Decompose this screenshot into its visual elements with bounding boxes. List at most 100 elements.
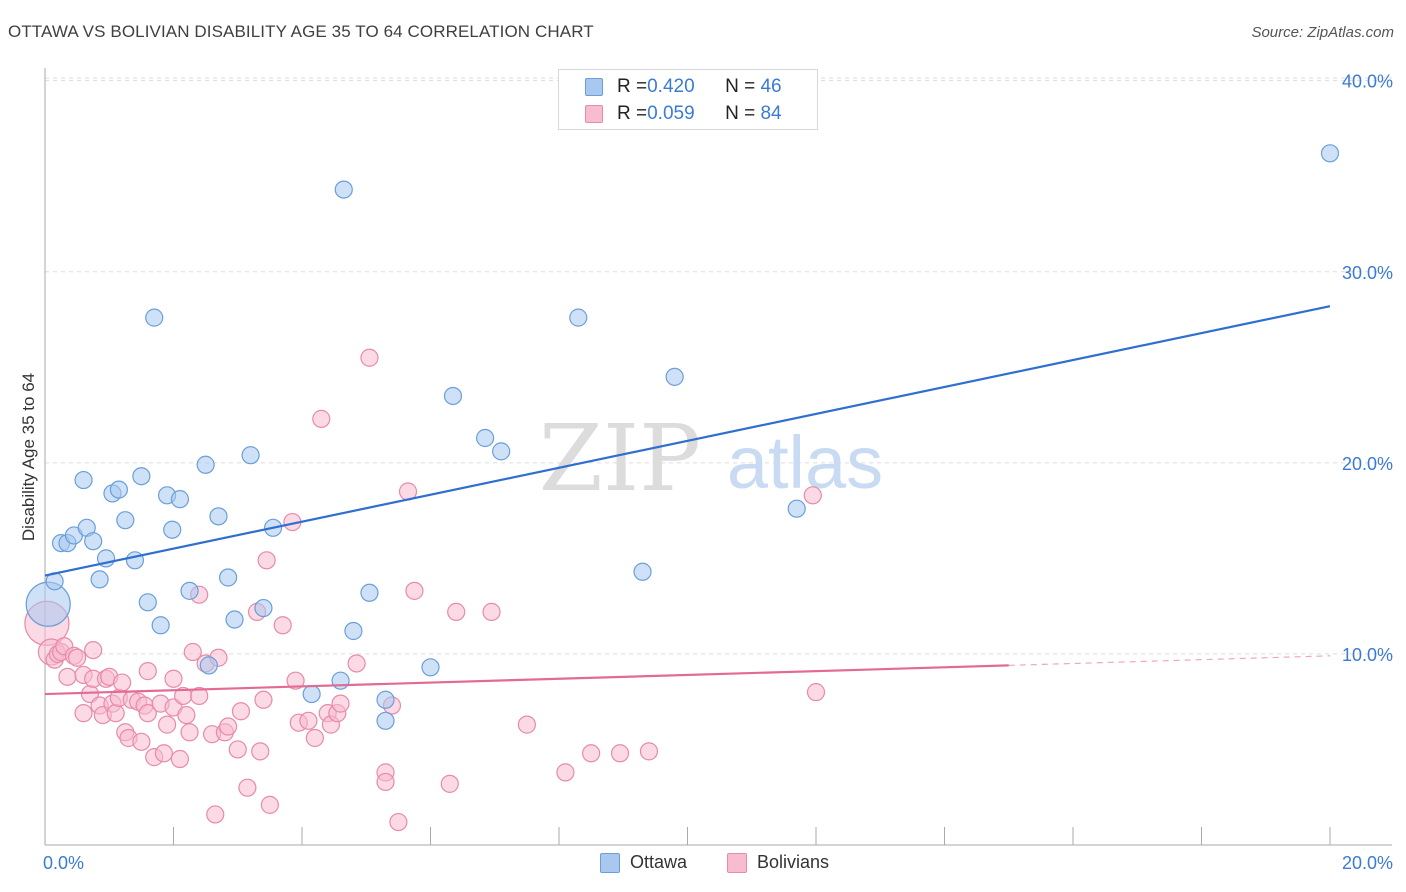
ottawa-point bbox=[443, 386, 463, 406]
bolivians-point bbox=[170, 749, 190, 769]
y-tick-label: 30.0% bbox=[1342, 263, 1393, 283]
bolivians-point bbox=[610, 744, 630, 763]
ottawa-point bbox=[163, 520, 182, 539]
bolivians-point bbox=[254, 690, 273, 709]
bolivians-point bbox=[228, 740, 247, 759]
trend-lines bbox=[44, 305, 1331, 696]
bottom-legend-swatch-ottawa bbox=[600, 852, 620, 873]
ottawa-point bbox=[132, 467, 151, 486]
ottawa-point bbox=[344, 621, 363, 641]
bolivians-points bbox=[24, 348, 826, 832]
ottawa-point bbox=[151, 616, 170, 635]
ottawa-point bbox=[25, 581, 71, 627]
bolivians-point bbox=[803, 486, 822, 505]
watermark-atlas: atlas bbox=[727, 421, 883, 504]
ottawa-point bbox=[109, 480, 128, 499]
bolivians-point bbox=[582, 744, 601, 763]
chart-title: OTTAWA VS BOLIVIAN DISABILITY AGE 35 TO … bbox=[8, 22, 594, 41]
axis-labels: 10.0% 20.0% 30.0% 40.0% 0.0% 20.0% Disability … bbox=[19, 72, 1393, 873]
ottawa-point bbox=[331, 671, 350, 690]
bolivians-point bbox=[286, 671, 305, 690]
y-tick-label: 20.0% bbox=[1342, 454, 1393, 474]
ottawa-point bbox=[145, 308, 164, 327]
bolivians-point bbox=[360, 348, 379, 367]
bolivians-point bbox=[74, 704, 93, 723]
ottawa-point bbox=[180, 581, 199, 600]
ottawa-point bbox=[199, 656, 218, 675]
chart-source: Source: ZipAtlas.com bbox=[1251, 24, 1394, 41]
ottawa-point bbox=[84, 532, 103, 551]
bottom-legend-bolivians: Bolivians bbox=[727, 852, 829, 873]
y-axis-title: Disability Age 35 to 64 bbox=[19, 373, 38, 541]
bolivians-point bbox=[68, 648, 87, 667]
correlation-legend: R = 0.420 N = 46 R = 0.059 N = 84 bbox=[558, 69, 818, 130]
bottom-legend-label-bolivians: Bolivians bbox=[757, 852, 830, 872]
ottawa-point bbox=[569, 308, 588, 327]
bolivians-point bbox=[238, 778, 257, 797]
legend-n-label: N = bbox=[725, 76, 761, 97]
legend-r-value-ottawa: 0.420 bbox=[647, 76, 695, 97]
ottawa-point bbox=[334, 180, 353, 199]
bolivians-point bbox=[183, 642, 202, 662]
y-tick-label: 40.0% bbox=[1342, 72, 1393, 92]
bolivians-point bbox=[405, 581, 424, 600]
ottawa-point bbox=[241, 446, 260, 465]
bolivians-point bbox=[177, 705, 196, 725]
legend-n-label: N = bbox=[725, 103, 761, 124]
bolivians-point bbox=[299, 711, 318, 730]
ottawa-point bbox=[476, 428, 495, 448]
ottawa-point bbox=[665, 367, 684, 386]
ottawa-point bbox=[170, 490, 190, 509]
bolivians-point bbox=[312, 409, 331, 428]
ottawa-point bbox=[254, 598, 273, 618]
bolivians-point bbox=[112, 673, 132, 692]
bolivians-point bbox=[305, 728, 324, 748]
ottawa-point bbox=[225, 610, 244, 629]
legend-n-value-bolivians: 84 bbox=[760, 103, 782, 124]
ottawa-point bbox=[116, 511, 135, 530]
ottawa-point bbox=[360, 583, 379, 602]
bottom-legend-swatch-bolivians bbox=[727, 852, 747, 873]
bolivians-point bbox=[806, 683, 826, 702]
axes bbox=[44, 68, 1392, 846]
bolivians-point bbox=[132, 732, 151, 751]
ottawa-point bbox=[787, 499, 806, 518]
ottawa-trend-line bbox=[44, 305, 1331, 577]
legend-r-label: R = bbox=[617, 76, 648, 97]
ottawa-point bbox=[421, 658, 440, 677]
ottawa-point bbox=[196, 455, 215, 474]
y-tick-label: 10.0% bbox=[1342, 645, 1393, 665]
ottawa-point bbox=[209, 507, 228, 526]
ottawa-point bbox=[492, 442, 511, 461]
bolivians-point bbox=[219, 717, 238, 736]
legend-r-label: R = bbox=[617, 103, 648, 124]
bolivians-point bbox=[482, 602, 501, 621]
x-tick-label: 20.0% bbox=[1342, 853, 1393, 873]
bolivians-point bbox=[164, 669, 183, 688]
bolivians-point bbox=[58, 667, 77, 686]
ottawa-point bbox=[376, 690, 395, 709]
bolivians-point bbox=[517, 715, 536, 734]
bolivians-point bbox=[251, 742, 270, 761]
legend-swatch-bolivians bbox=[585, 105, 603, 123]
bolivians-point bbox=[190, 686, 209, 706]
bolivians-point bbox=[389, 812, 408, 832]
bolivians-point bbox=[260, 795, 279, 814]
ottawa-point bbox=[125, 551, 145, 570]
bolivians-point bbox=[257, 551, 276, 570]
watermark-zip: ZIP bbox=[539, 405, 701, 512]
bolivians-point bbox=[206, 805, 225, 824]
ottawa-point bbox=[302, 684, 321, 704]
bolivians-trend-line bbox=[44, 664, 1009, 696]
legend-swatch-ottawa bbox=[585, 78, 603, 96]
bolivians-point bbox=[447, 602, 466, 621]
ottawa-point bbox=[376, 711, 395, 730]
legend-row-bolivians: R = 0.059 N = 84 bbox=[585, 103, 782, 125]
bolivians-point bbox=[106, 704, 125, 723]
legend-n-value-ottawa: 46 bbox=[760, 76, 782, 97]
bolivians-point bbox=[154, 744, 173, 763]
x-tick-label: 0.0% bbox=[43, 853, 84, 873]
ottawa-point bbox=[138, 593, 157, 612]
bolivians-point bbox=[440, 774, 459, 793]
